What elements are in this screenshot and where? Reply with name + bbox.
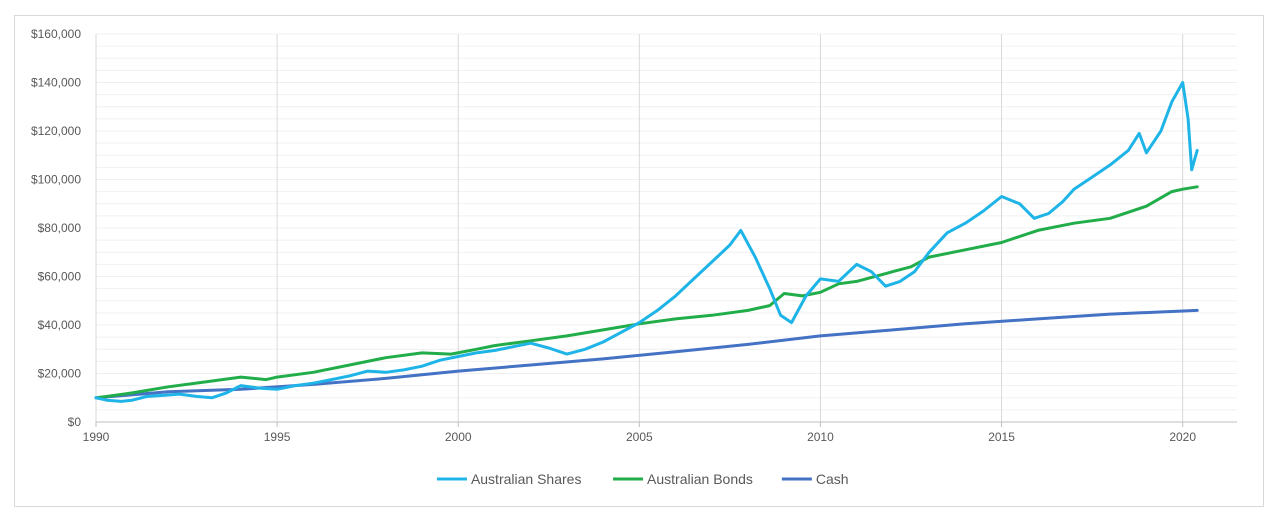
legend-label-cash: Cash [816,471,849,487]
x-tick-label: 1990 [83,430,110,444]
series-line-australian-bonds [94,185,1199,400]
legend-label-australian-shares: Australian Shares [471,471,582,487]
y-tick-label: $100,000 [31,173,81,187]
y-tick-label: $20,000 [38,367,82,381]
y-tick-label: $140,000 [31,76,81,90]
y-tick-label: $80,000 [38,221,82,235]
series-line-cash [94,308,1199,400]
y-tick-label: $60,000 [38,270,82,284]
legend-label-australian-bonds: Australian Bonds [647,471,753,487]
x-tick-label: 2005 [626,430,653,444]
y-tick-label: $120,000 [31,124,81,138]
x-tick-label: 1995 [264,430,291,444]
y-tick-label: $160,000 [31,27,81,41]
y-tick-label: $40,000 [38,318,82,332]
x-tick-label: 2020 [1169,430,1196,444]
x-tick-label: 2010 [807,430,834,444]
x-tick-label: 2000 [445,430,472,444]
series-line-australian-shares [94,81,1199,403]
x-tick-label: 2015 [988,430,1015,444]
y-tick-label: $0 [68,415,82,429]
